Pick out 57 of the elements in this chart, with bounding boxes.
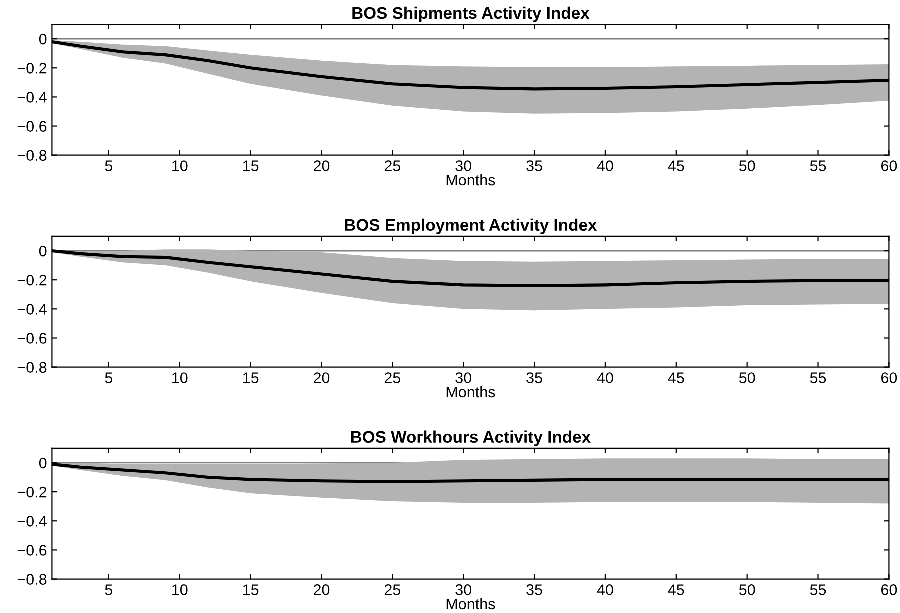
x-tick-label: 50 <box>739 584 756 596</box>
x-tick-label: 30 <box>456 372 472 384</box>
x-tick-label: 15 <box>243 160 259 172</box>
x-tick-label: 5 <box>105 584 113 596</box>
x-tick-label: 50 <box>739 372 756 384</box>
x-axis-title: Months <box>446 598 496 610</box>
chart-title: BOS Workhours Activity Index <box>351 430 591 446</box>
y-tick-label: 0 <box>39 458 47 469</box>
x-tick-label: 45 <box>668 372 684 384</box>
x-tick-label: 10 <box>172 372 188 384</box>
x-tick-label: 10 <box>172 160 188 172</box>
y-tick-label: −0.2 <box>18 274 47 286</box>
x-tick-label: 20 <box>314 372 330 384</box>
y-tick-label: −0.8 <box>18 362 47 374</box>
x-tick-label: 15 <box>243 372 259 384</box>
x-tick-label: 40 <box>597 372 614 384</box>
x-tick-label: 40 <box>597 160 614 172</box>
x-tick-label: 25 <box>384 584 401 596</box>
x-tick-label: 60 <box>881 584 898 596</box>
x-tick-label: 15 <box>243 584 259 596</box>
x-tick-label: 10 <box>172 584 188 596</box>
x-axis-title: Months <box>446 174 496 186</box>
x-tick-label: 45 <box>668 584 684 596</box>
x-tick-label: 40 <box>597 584 614 596</box>
x-tick-label: 45 <box>668 160 684 172</box>
y-tick-label: −0.4 <box>18 92 47 103</box>
y-tick-label: −0.2 <box>18 486 47 498</box>
y-tick-label: −0.6 <box>18 333 47 344</box>
y-tick-label: 0 <box>39 34 47 45</box>
x-tick-label: 20 <box>314 584 330 596</box>
x-tick-label: 30 <box>456 160 472 172</box>
y-tick-label: 0 <box>39 246 47 257</box>
y-tick-label: −0.4 <box>18 304 47 315</box>
x-axis-title: Months <box>446 386 496 398</box>
chart-title: BOS Shipments Activity Index <box>352 6 590 22</box>
y-tick-label: −0.8 <box>18 574 47 585</box>
x-tick-label: 50 <box>739 160 756 172</box>
x-tick-label: 55 <box>810 372 826 384</box>
y-tick-label: −0.6 <box>18 121 47 132</box>
x-tick-label: 60 <box>881 372 898 384</box>
x-tick-label: 20 <box>314 160 330 172</box>
x-tick-label: 5 <box>105 160 113 172</box>
y-tick-label: −0.2 <box>18 63 47 74</box>
y-tick-label: −0.4 <box>18 516 47 527</box>
x-tick-label: 25 <box>384 372 401 384</box>
x-tick-label: 35 <box>526 372 542 384</box>
x-tick-label: 60 <box>881 160 898 172</box>
x-tick-label: 55 <box>810 584 826 596</box>
y-tick-label: −0.6 <box>18 545 47 556</box>
x-tick-label: 55 <box>810 160 826 172</box>
x-tick-label: 25 <box>384 160 401 172</box>
x-tick-label: 35 <box>526 160 542 172</box>
y-tick-label: −0.8 <box>18 150 47 162</box>
x-tick-label: 35 <box>526 584 542 596</box>
x-tick-label: 5 <box>105 372 113 384</box>
x-tick-label: 30 <box>456 584 472 596</box>
chart-title: BOS Employment Activity Index <box>345 218 598 234</box>
